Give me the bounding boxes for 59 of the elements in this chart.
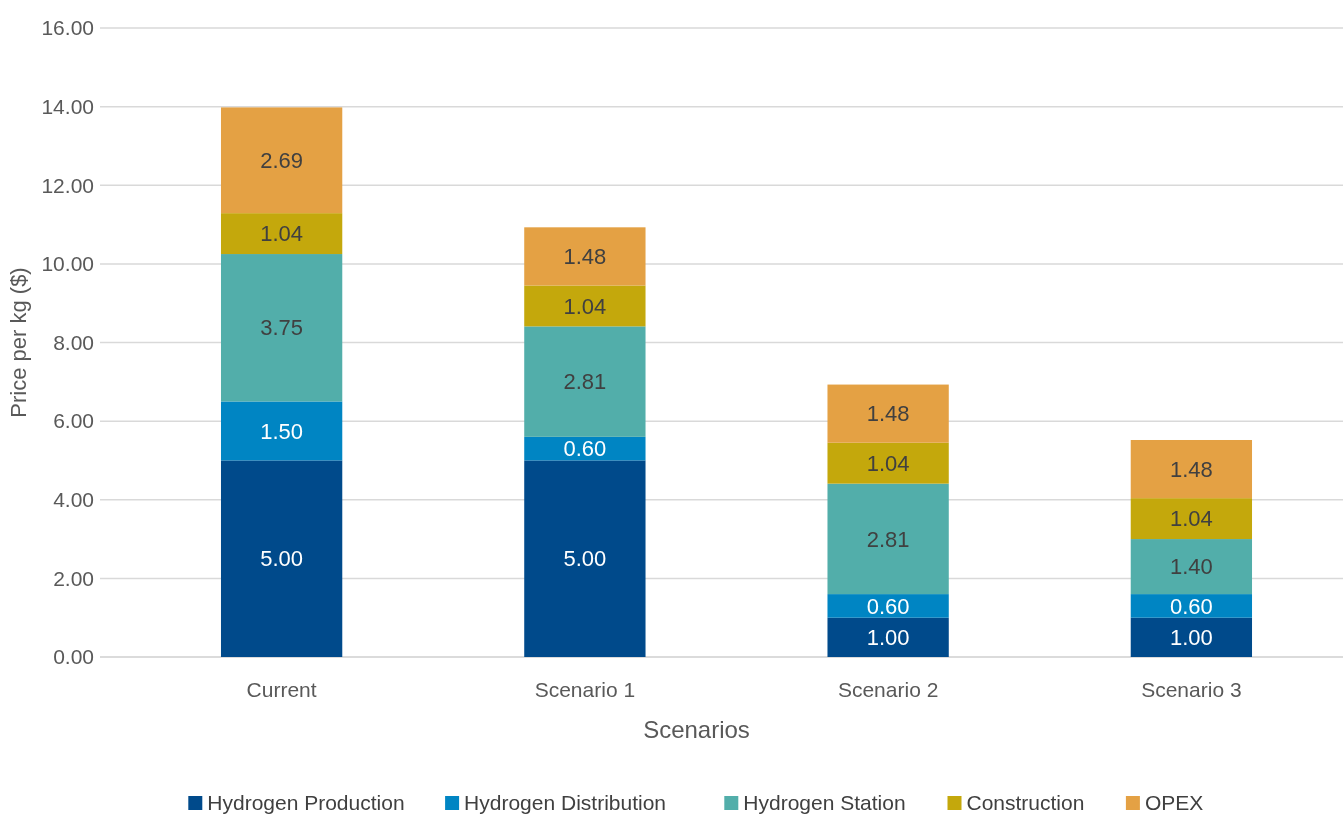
y-tick-label: 10.00 (41, 252, 94, 276)
y-axis-title: Price per kg ($) (5, 267, 31, 418)
legend-label: Construction (966, 791, 1085, 815)
text: 3.75 (260, 315, 304, 341)
bar (1130, 539, 1253, 595)
text: 1.04 (1169, 506, 1213, 532)
bar (524, 326, 646, 437)
bar (220, 107, 343, 214)
bar (827, 594, 949, 618)
text: 5.00 (563, 546, 607, 572)
text: 2.81 (563, 369, 607, 395)
text: 1.04 (563, 293, 607, 319)
bar (827, 384, 949, 443)
bar (1130, 498, 1253, 540)
bar (827, 483, 949, 595)
text: 5.00 (260, 546, 304, 572)
text: 1.04 (260, 221, 304, 247)
y-tick-label: 4.00 (53, 488, 94, 512)
text: 1.04 (866, 450, 910, 476)
y-tick-label: 0.00 (53, 645, 94, 669)
text: 0.60 (563, 436, 607, 462)
legend-label: OPEX (1144, 791, 1204, 815)
x-tick-label: Scenario 1 (534, 678, 636, 702)
y-tick-label: 12.00 (41, 173, 94, 197)
text: 1.48 (1169, 456, 1213, 482)
legend-label: Hydrogen Station (743, 791, 906, 815)
text: 0.60 (1169, 593, 1213, 619)
text: 1.40 (1169, 554, 1213, 580)
bar (220, 254, 343, 402)
bar (1130, 617, 1253, 657)
text: 2.81 (866, 526, 910, 552)
bar (827, 617, 949, 657)
bar (1130, 440, 1253, 499)
y-tick-label: 14.00 (41, 94, 94, 118)
bar (220, 213, 343, 255)
x-tick-label: Scenario 2 (837, 678, 939, 702)
text: 1.00 (1169, 625, 1213, 651)
text: 0.60 (866, 593, 910, 619)
bar (220, 401, 343, 461)
x-tick-label: Current (246, 678, 317, 702)
text: 1.48 (563, 244, 607, 270)
text: 2.69 (260, 147, 304, 173)
text: 1.48 (866, 401, 910, 427)
bar (827, 442, 949, 484)
text: 1.00 (866, 625, 910, 651)
y-tick-label: 2.00 (53, 566, 94, 590)
y-tick-label: 16.00 (41, 16, 94, 40)
bar (524, 285, 646, 327)
bar (1130, 594, 1253, 618)
x-axis-title: Scenarios (643, 716, 750, 744)
legend-label: Hydrogen Production (207, 791, 405, 815)
bar (524, 227, 646, 286)
bar (220, 460, 343, 657)
bar (524, 460, 646, 657)
y-tick-label: 8.00 (53, 330, 94, 354)
x-tick-label: Scenario 3 (1141, 678, 1242, 702)
legend-label: Hydrogen Distribution (464, 791, 667, 815)
y-tick-label: 6.00 (53, 409, 94, 433)
text: 1.50 (260, 418, 304, 444)
